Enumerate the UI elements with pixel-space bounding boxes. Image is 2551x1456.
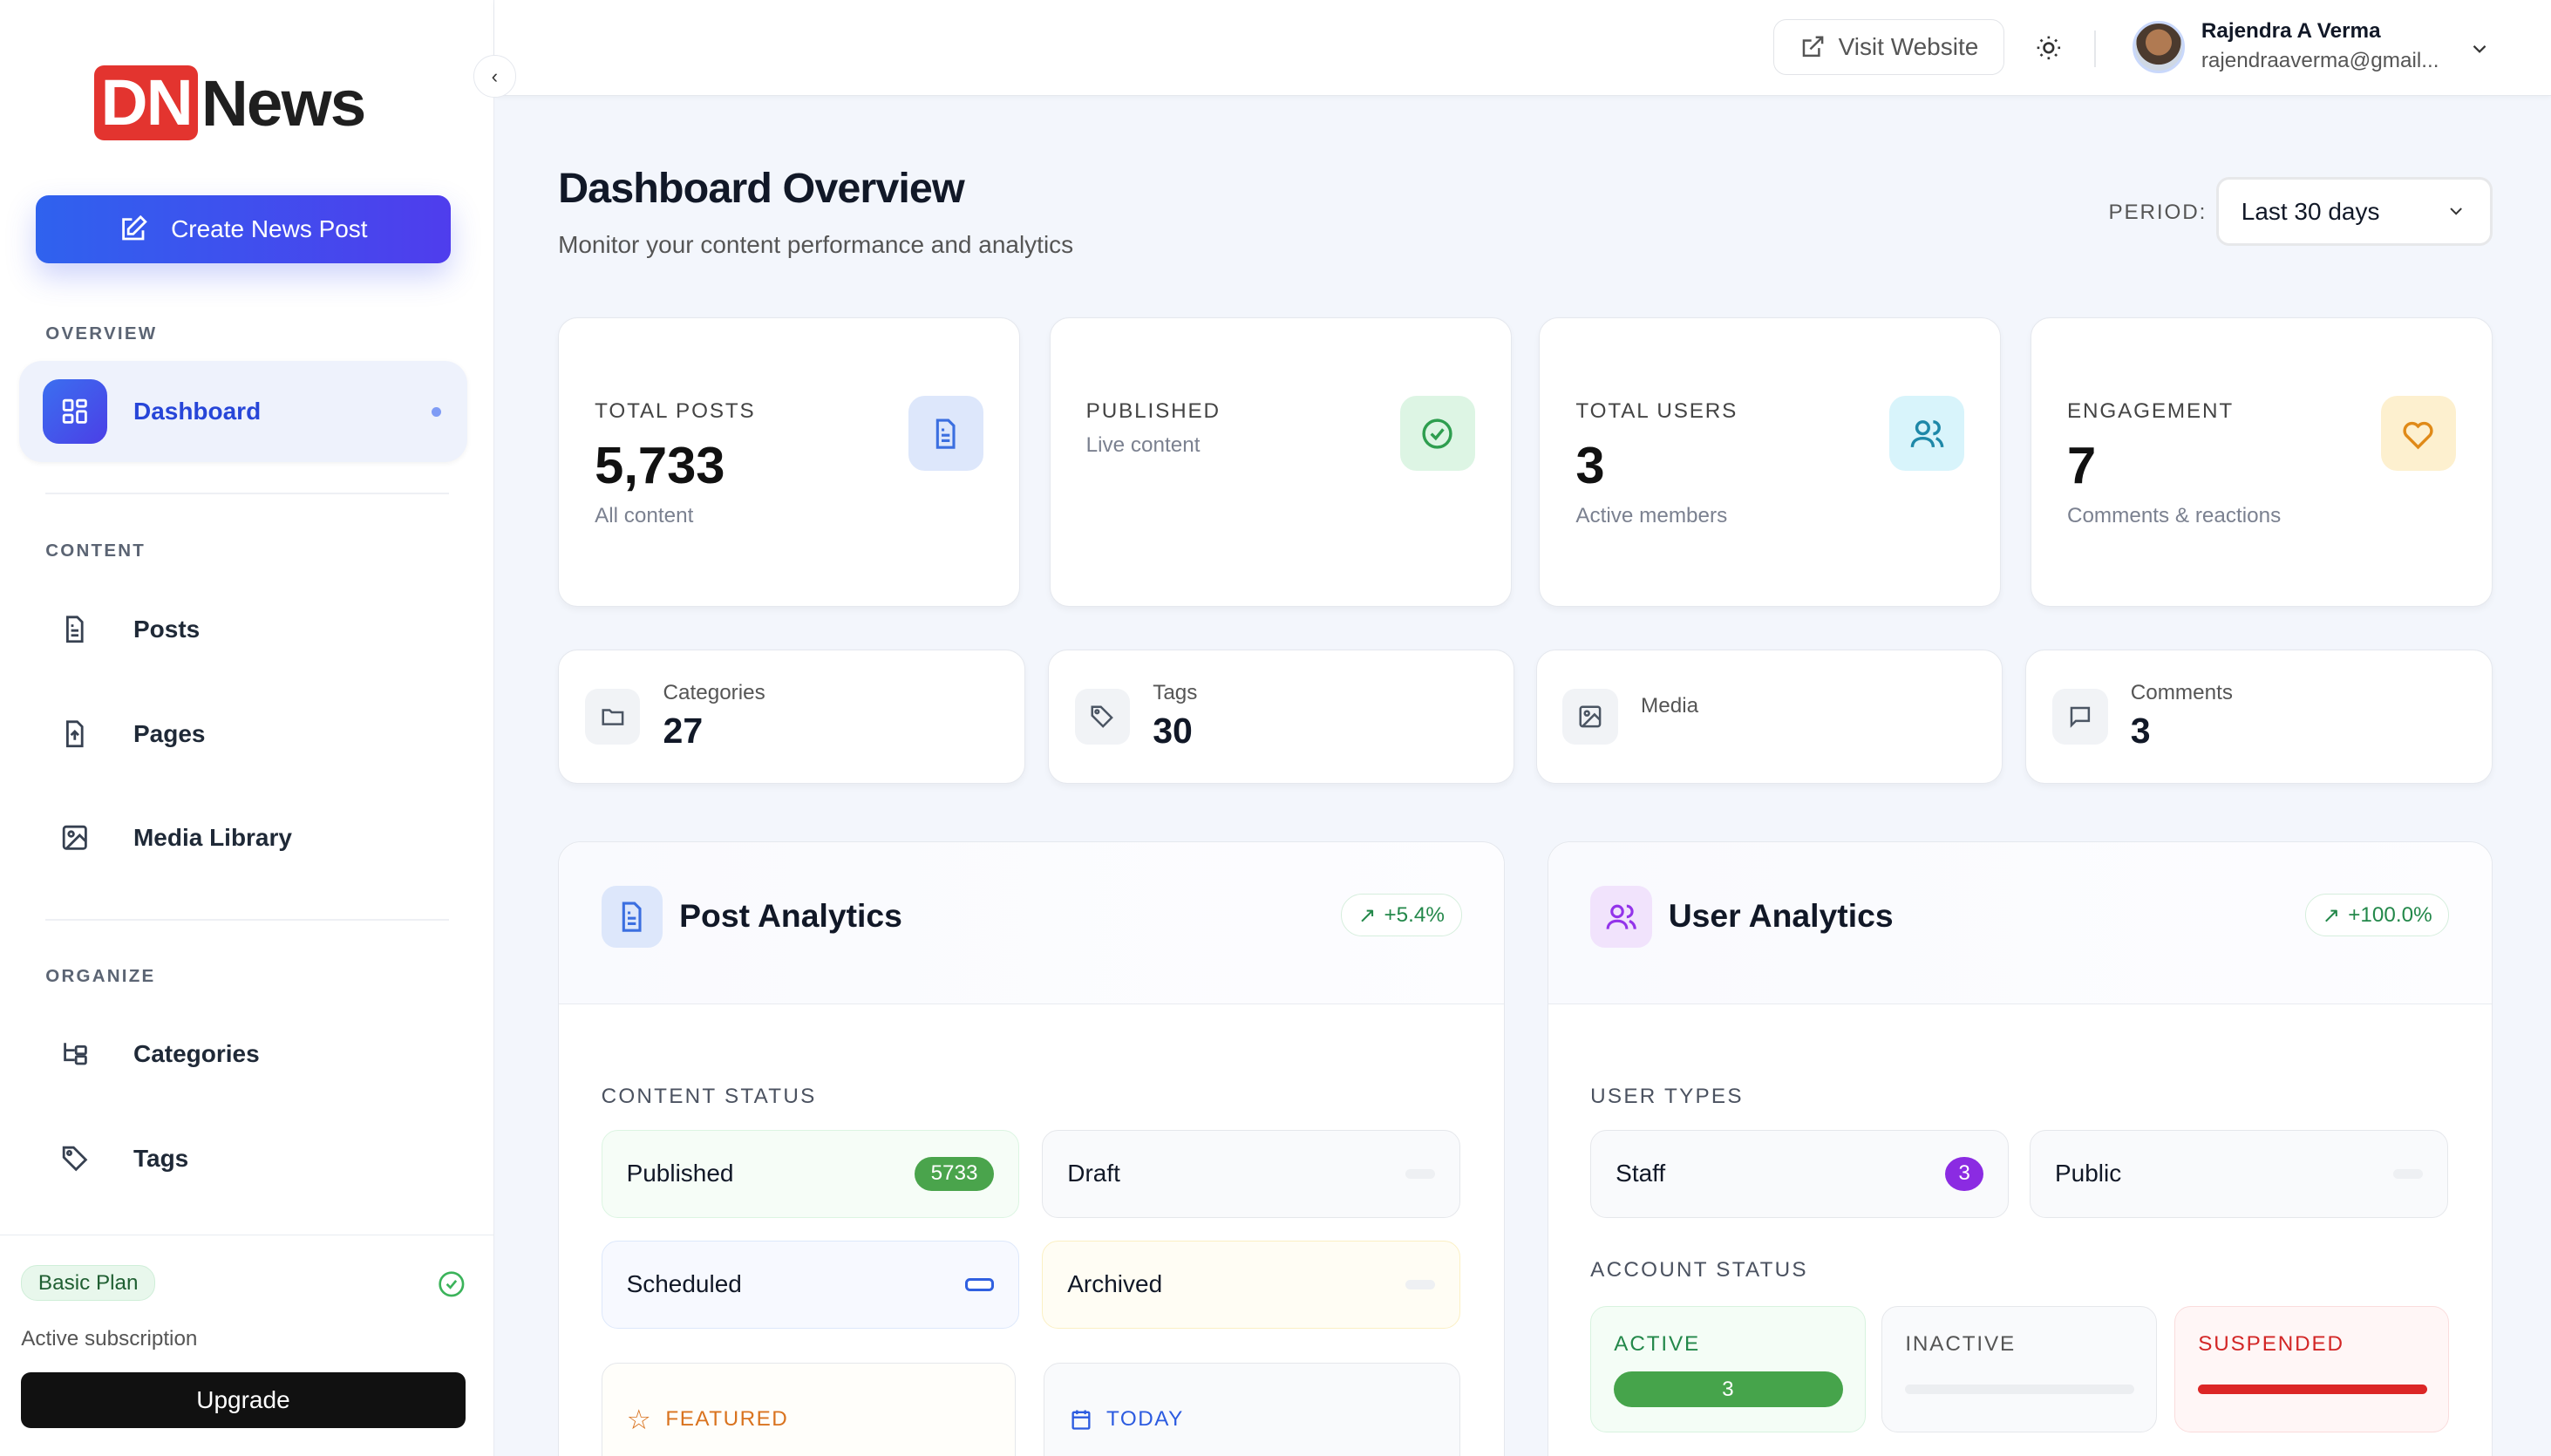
active-dot [431,406,441,417]
topbar [494,0,2551,97]
users-icon [1889,396,1965,472]
content-status-heading: CONTENT STATUS [601,1084,817,1108]
mini-card-tags[interactable]: Tags 30 [1047,649,1515,785]
tag-icon [43,1126,108,1191]
mini-card-comments[interactable]: Comments 3 [2025,649,2493,785]
account-inactive[interactable]: INACTIVE [1881,1305,2157,1433]
image-icon [43,806,108,871]
stat-card-engagement: ENGAGEMENT 7 Comments & reactions [2030,316,2493,608]
divider [2093,31,2096,67]
users-icon [1590,886,1653,949]
star-icon: ☆ [626,1403,653,1435]
inactive-bar [1905,1385,2135,1395]
panel-title: User Analytics [1668,897,1894,935]
account-active[interactable]: ACTIVE 3 [1590,1305,1866,1433]
external-link-icon [1802,36,1824,58]
edit-icon [122,215,148,241]
upgrade-button[interactable]: Upgrade [21,1372,466,1428]
grid-icon [42,378,108,445]
calendar-icon [1071,1410,1091,1430]
trend-badge: ↗ +5.4% [1341,894,1462,936]
stat-card-published: PUBLISHED Live content [1049,316,1512,608]
section-organize: ORGANIZE [45,966,156,987]
collapse-sidebar-button[interactable]: ‹ [473,55,516,98]
trending-up-icon: ↗ [1357,903,1377,928]
user-analytics-panel: User Analytics ↗ +100.0% USER TYPES Staff… [1547,840,2493,1456]
page-title: Dashboard Overview [558,165,965,213]
period-select[interactable]: Last 30 days [2215,177,2493,246]
page-subtitle: Monitor your content performance and ana… [558,230,1074,258]
chevron-left-icon: ‹ [491,65,499,87]
image-icon [1562,689,1618,745]
suspended-bar [2198,1385,2428,1395]
sidebar-item-media-library[interactable]: Media Library [19,787,466,888]
message-icon [2052,689,2108,745]
post-analytics-panel: Post Analytics ↗ +5.4% CONTENT STATUS Pub… [558,840,1506,1456]
divider [45,919,450,922]
sidebar-item-dashboard[interactable]: Dashboard [19,361,467,462]
file-text-icon [908,396,983,472]
plan-badge: Basic Plan [21,1264,156,1302]
tree-icon [43,1022,108,1087]
sidebar-item-pages[interactable]: Pages [19,684,466,785]
chevron-down-icon [2450,208,2463,216]
plan-status: Active subscription [21,1326,198,1351]
avatar[interactable] [2133,21,2186,73]
user-type-public[interactable]: Public [2030,1130,2448,1218]
check-circle-icon [439,1270,465,1296]
section-content: CONTENT [45,540,146,561]
section-overview: OVERVIEW [45,323,158,344]
trend-badge: ↗ +100.0% [2304,894,2450,936]
status-published[interactable]: Published 5733 [601,1130,1020,1218]
tag-icon [1074,689,1131,745]
check-circle-icon [1399,396,1475,472]
trending-up-icon: ↗ [2322,903,2340,928]
stat-card-total-users: TOTAL USERS 3 Active members [1539,316,2002,608]
sidebar-item-tags[interactable]: Tags [19,1108,466,1209]
folder-icon [584,689,641,745]
account-suspended[interactable]: SUSPENDED [2174,1305,2450,1433]
create-news-post-button[interactable]: Create News Post [36,194,451,264]
file-icon [43,701,108,766]
user-types-heading: USER TYPES [1590,1084,1744,1108]
status-scheduled[interactable]: Scheduled [601,1240,1020,1329]
user-email: rajendraaverma@gmail... [2201,48,2439,72]
file-text-icon [601,886,663,949]
logo[interactable]: DN News [94,65,366,140]
panel-title: Post Analytics [679,897,902,935]
active-bar: 3 [1614,1371,1844,1408]
sidebar: DN News Create News Post OVERVIEW Dashboa… [0,0,495,1456]
today-card[interactable]: TODAY [1044,1362,1460,1456]
sidebar-item-categories[interactable]: Categories [19,1004,466,1105]
account-status-heading: ACCOUNT STATUS [1590,1258,1808,1283]
status-archived[interactable]: Archived [1042,1240,1460,1329]
user-name[interactable]: Rajendra A Verma [2201,19,2381,44]
sidebar-item-posts[interactable]: Posts [19,579,466,680]
stat-card-total-posts: TOTAL POSTS 5,733 All content [558,316,1021,608]
featured-card[interactable]: ☆ FEATURED [601,1362,1017,1456]
divider [45,493,450,495]
user-type-staff[interactable]: Staff 3 [1590,1130,2009,1218]
theme-toggle-sun-icon[interactable] [2035,34,2063,62]
chevron-down-icon[interactable] [2468,37,2491,60]
visit-website-button[interactable]: Visit Website [1773,19,2005,75]
heart-icon [2380,396,2456,472]
period-label: PERIOD: [2108,200,2207,224]
file-text-icon [43,597,108,663]
mini-card-categories[interactable]: Categories 27 [558,649,1025,785]
plan-panel: Basic Plan Active subscription Upgrade [0,1235,495,1456]
mini-card-media[interactable]: Media [1535,649,2003,785]
status-draft[interactable]: Draft [1042,1130,1460,1218]
